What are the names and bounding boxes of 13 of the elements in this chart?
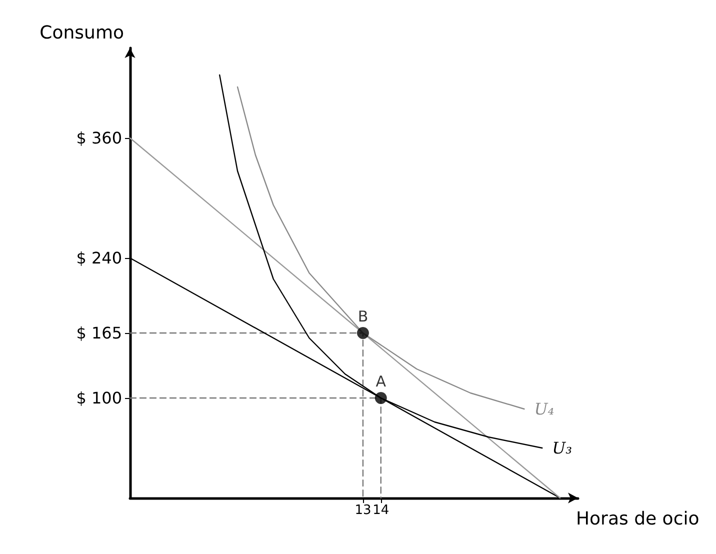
series-label: B <box>358 308 368 326</box>
x-axis-title: Horas de ocio <box>576 508 700 530</box>
x-tick-label: 13 <box>354 503 372 518</box>
y-tick-label: $ 165 <box>76 324 122 342</box>
y-tick-label: $ 360 <box>76 128 122 148</box>
series-label: U₄ <box>534 400 554 418</box>
series-label: A <box>376 372 387 390</box>
y-tick-label: $ 100 <box>76 388 122 408</box>
line-series <box>236 86 525 410</box>
y-axis-title: Consumo <box>40 22 124 44</box>
series-label: U₃ <box>552 438 572 458</box>
x-tick-label: 14 <box>372 503 390 518</box>
y-tick-label: $ 240 <box>76 248 122 268</box>
